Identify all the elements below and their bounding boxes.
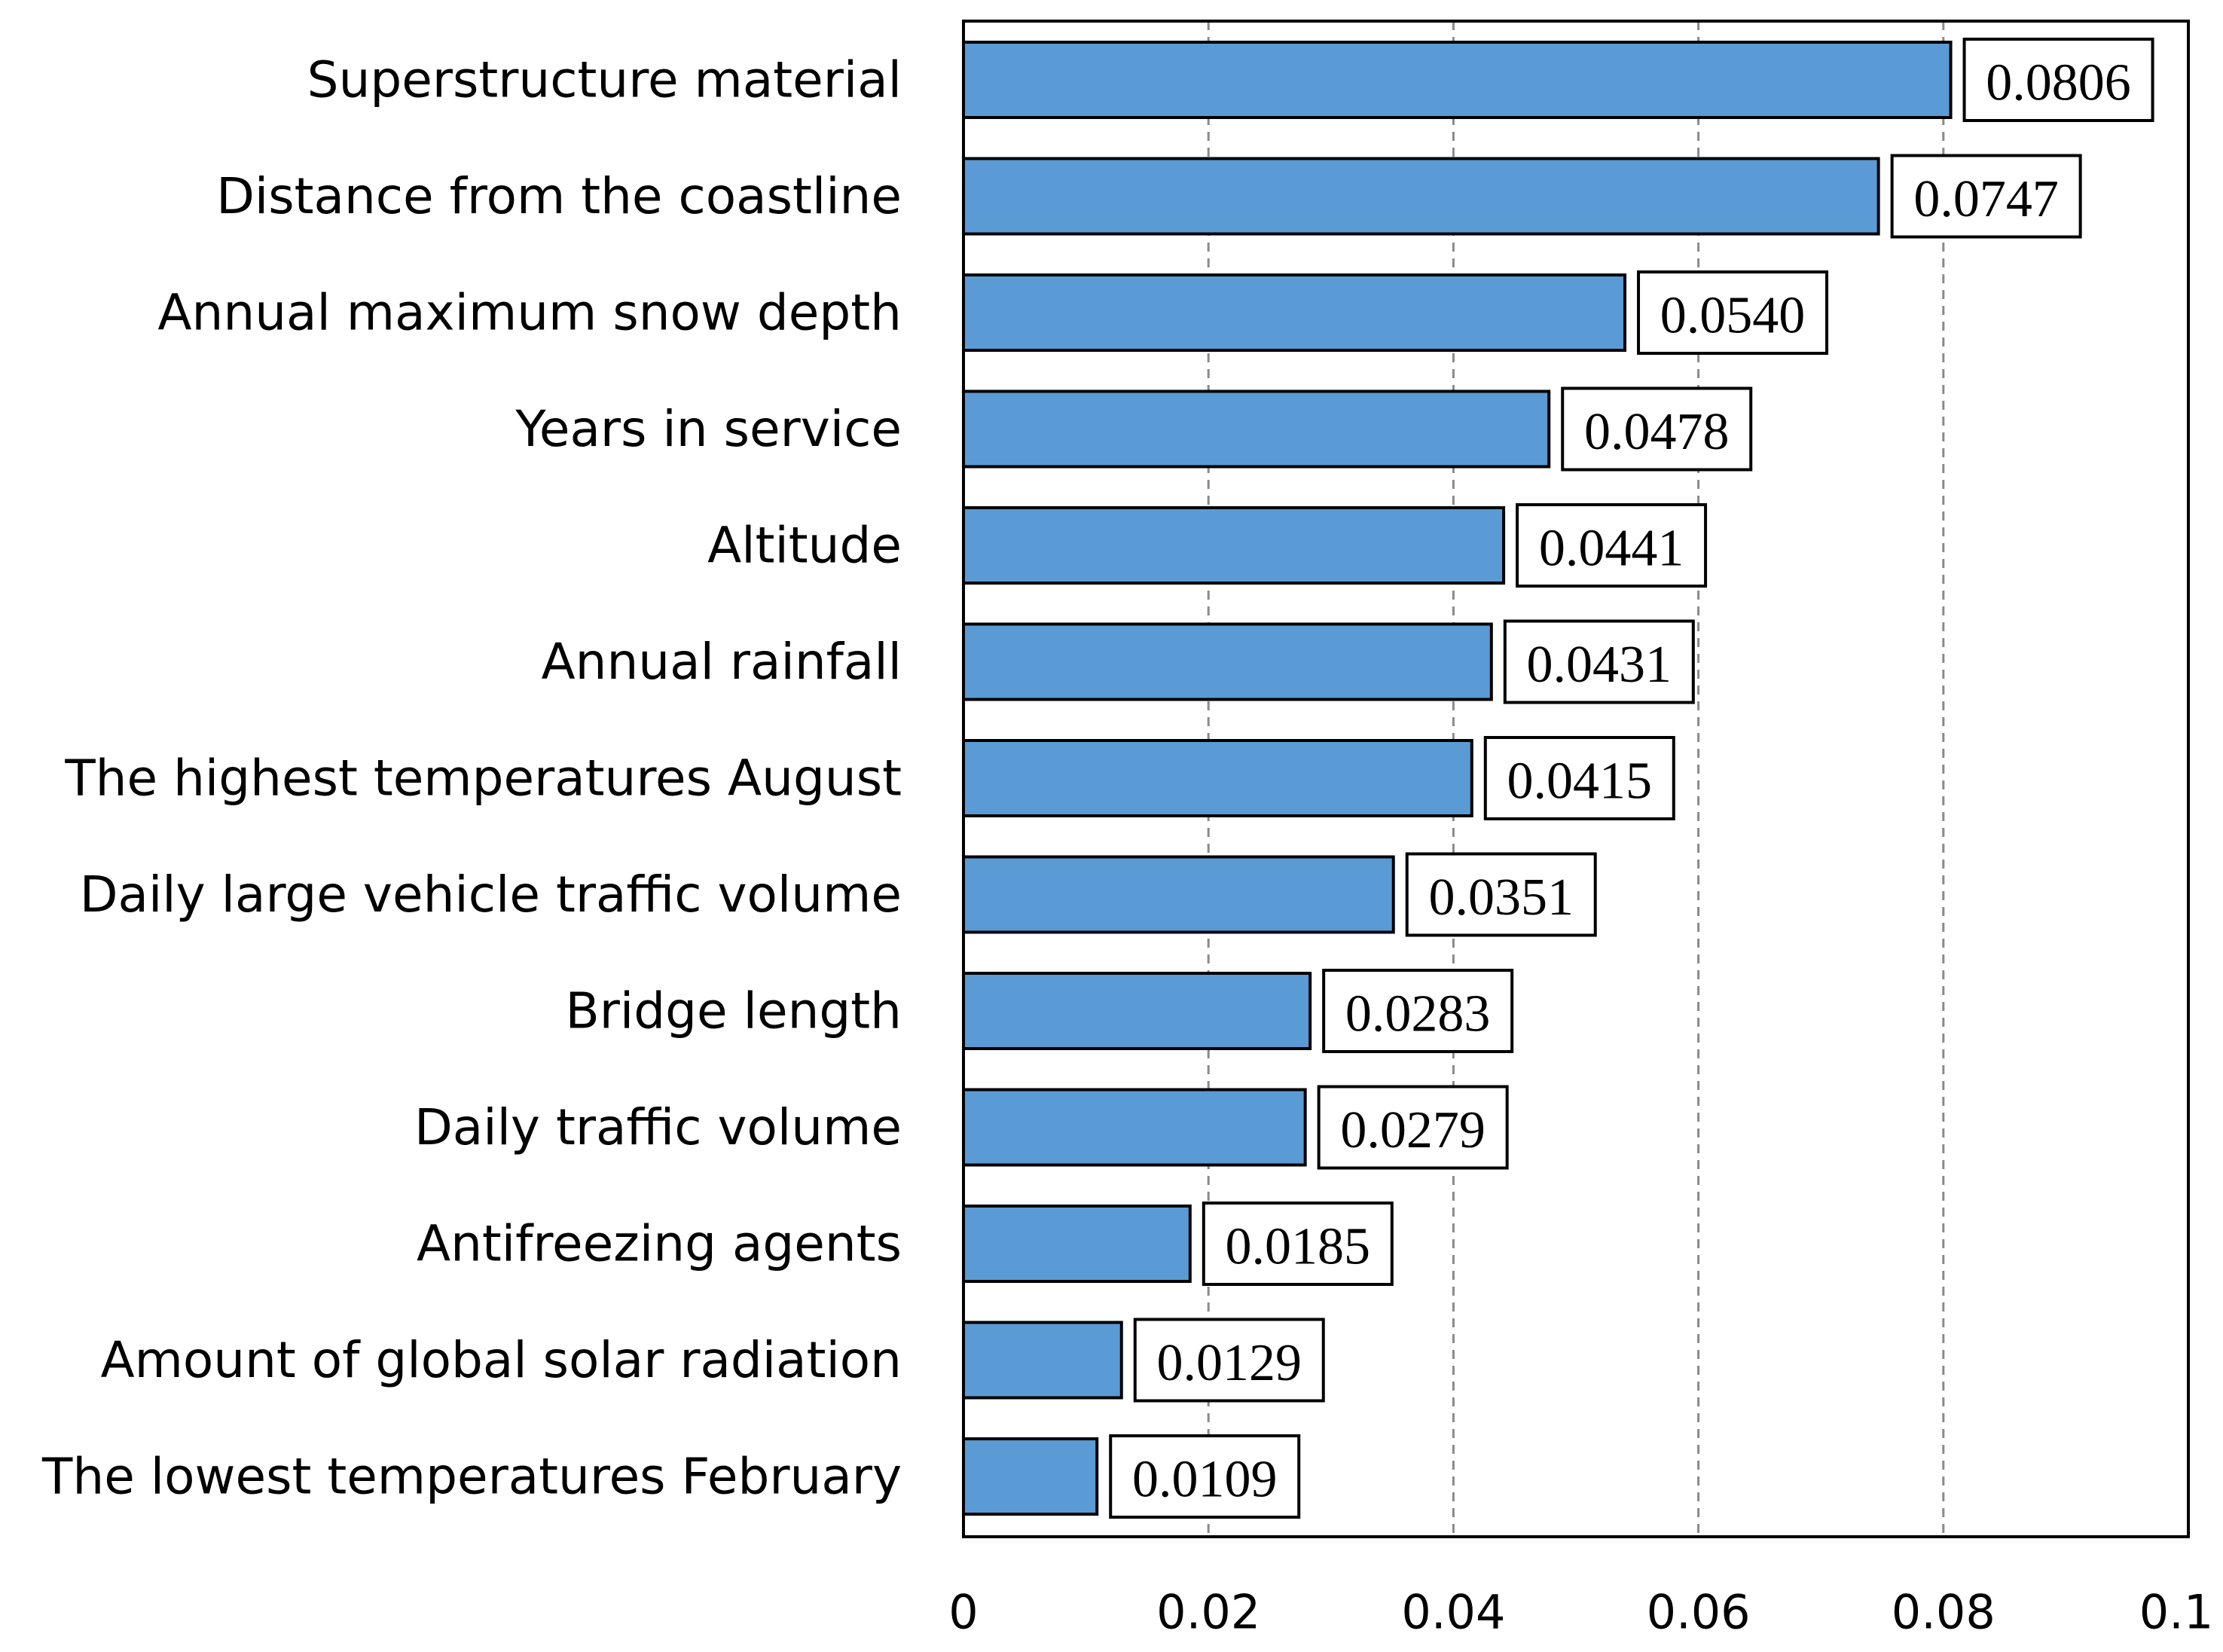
- bar: [962, 41, 1953, 119]
- bar: [962, 506, 1506, 585]
- value-label: 0.0351: [1428, 869, 1574, 927]
- bar: [962, 1088, 1307, 1167]
- bar: [962, 739, 1473, 817]
- value-label-box: [1637, 270, 1829, 355]
- category-label: Distance from the coastline: [216, 167, 902, 225]
- value-label-box: [1516, 503, 1708, 588]
- category-label: Annual rainfall: [542, 633, 902, 691]
- value-label: 0.0129: [1157, 1334, 1302, 1392]
- value-label-box: [1133, 1318, 1325, 1403]
- value-label: 0.0283: [1345, 985, 1491, 1043]
- bar: [962, 273, 1627, 352]
- category-label: Superstructure material: [307, 51, 902, 109]
- category-label: The lowest temperatures February: [41, 1448, 902, 1506]
- value-label: 0.0415: [1507, 753, 1653, 811]
- plot-frame: [962, 20, 2190, 1538]
- category-label: Annual maximum snow depth: [157, 284, 902, 342]
- x-tick-label: 0.08: [1892, 1585, 1996, 1640]
- x-tick-label: 0.1: [2139, 1585, 2214, 1640]
- category-label: Years in service: [515, 400, 902, 458]
- value-label-box: [1890, 154, 2082, 239]
- bar: [962, 1321, 1123, 1400]
- value-label: 0.0441: [1539, 520, 1684, 578]
- bar: [962, 157, 1880, 236]
- bar: [962, 622, 1493, 701]
- value-label-box: [1483, 736, 1675, 820]
- value-label-box: [1962, 38, 2154, 122]
- category-label: Altitude: [707, 517, 902, 575]
- category-label: Daily large vehicle traffic volume: [80, 866, 902, 924]
- bar: [962, 972, 1312, 1050]
- value-label: 0.0109: [1132, 1451, 1278, 1509]
- value-label-box: [1561, 386, 1753, 472]
- value-label-box: [1503, 619, 1695, 704]
- x-tick-label: 0.06: [1647, 1585, 1751, 1640]
- category-label: Amount of global solar radiation: [100, 1331, 902, 1389]
- value-label: 0.0540: [1660, 287, 1806, 345]
- bar: [962, 389, 1551, 469]
- x-tick-label: 0: [948, 1585, 978, 1640]
- x-axis-ticks: 0 0.02 0.04 0.06 0.08 0.1: [948, 1585, 2213, 1640]
- value-label-box: [1109, 1434, 1301, 1519]
- x-tick-label: 0.02: [1156, 1585, 1260, 1640]
- category-label: The highest temperatures August: [64, 750, 902, 808]
- value-label: 0.0747: [1913, 170, 2059, 228]
- value-label: 0.0185: [1226, 1218, 1371, 1276]
- value-label-box: [1317, 1085, 1509, 1170]
- category-label: Antifreezing agents: [417, 1215, 902, 1273]
- value-label: 0.0806: [1986, 54, 2131, 112]
- bar: [962, 1437, 1099, 1516]
- value-label-box: [1405, 852, 1597, 937]
- value-label: 0.0279: [1340, 1101, 1486, 1159]
- category-label: Bridge length: [566, 982, 902, 1040]
- category-label: Daily traffic volume: [414, 1098, 902, 1156]
- value-label: 0.0431: [1527, 636, 1672, 694]
- bar: [962, 855, 1395, 934]
- category-labels: Superstructure material Distance from the…: [41, 51, 902, 1506]
- value-labels: 0.0806 0.0747 0.0540 0.0478 0.0441 0.0431 0.04…: [1109, 38, 2154, 1519]
- bar: [962, 1205, 1192, 1283]
- value-label-box: [1202, 1202, 1394, 1286]
- bars: [962, 41, 1953, 1516]
- value-label: 0.0478: [1584, 403, 1730, 461]
- plot-area-border: [962, 20, 2190, 1538]
- x-tick-label: 0.04: [1401, 1585, 1505, 1640]
- value-label-box: [1322, 969, 1514, 1053]
